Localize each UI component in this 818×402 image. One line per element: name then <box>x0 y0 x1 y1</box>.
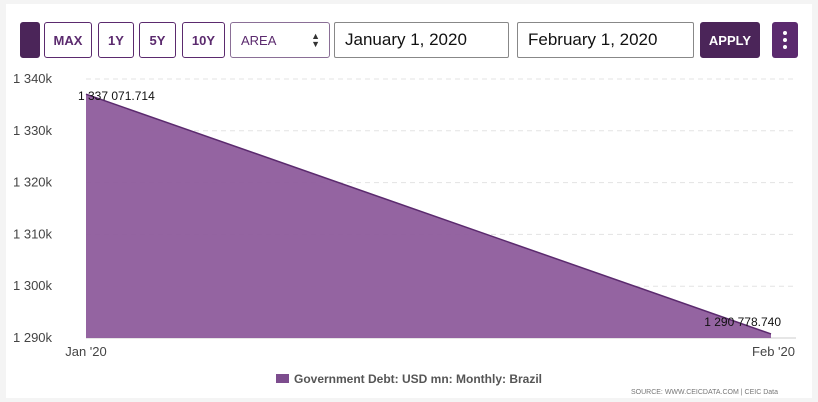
source-credit: SOURCE: WWW.CEICDATA.COM | CEIC Data <box>630 389 778 396</box>
y-tick-label: 1 290k <box>13 330 53 345</box>
range-1y-button[interactable]: 1Y <box>98 22 134 58</box>
range-5y-button[interactable]: 5Y <box>139 22 176 58</box>
y-tick-label: 1 320k <box>13 175 53 190</box>
data-point-label: 1 290 778.740 <box>704 315 781 329</box>
end-date-input[interactable]: February 1, 2020 <box>517 22 694 58</box>
legend-swatch <box>275 374 289 383</box>
y-tick-label: 1 300k <box>13 278 53 293</box>
range-handle-button[interactable] <box>20 22 40 58</box>
chart-legend[interactable]: Government Debt: USD mn: Monthly: Brazil <box>6 372 812 386</box>
vertical-dots-icon[interactable] <box>772 22 798 58</box>
y-tick-label: 1 340k <box>13 71 53 86</box>
legend-label: Government Debt: USD mn: Monthly: Brazil <box>293 372 542 386</box>
apply-button[interactable]: APPLY <box>700 22 760 58</box>
series-area <box>86 94 771 338</box>
chart-card: MAX 1Y 5Y 10Y AREA ▲ ▼ January 1, 2020 Fe… <box>6 4 812 398</box>
select-arrows-icon: ▲ ▼ <box>311 31 320 49</box>
area-chart: 1 290k 1 300k 1 310k 1 320k 1 330k 1 340k Jan… <box>13 71 796 359</box>
chart-toolbar: MAX 1Y 5Y 10Y AREA ▲ ▼ January 1, 2020 Fe… <box>6 4 812 70</box>
x-tick-label: Feb '20 <box>752 344 795 359</box>
y-tick-label: 1 330k <box>13 123 53 138</box>
x-tick-label: Jan '20 <box>65 344 107 359</box>
data-point-label: 1 337 071.714 <box>78 89 155 103</box>
chart-type-value: AREA <box>241 32 277 48</box>
chart-type-select[interactable]: AREA ▲ ▼ <box>230 22 330 58</box>
y-tick-label: 1 310k <box>13 226 53 241</box>
start-date-input[interactable]: January 1, 2020 <box>334 22 509 58</box>
range-10y-button[interactable]: 10Y <box>182 22 225 58</box>
series-line <box>85 93 772 335</box>
range-max-button[interactable]: MAX <box>44 22 92 58</box>
